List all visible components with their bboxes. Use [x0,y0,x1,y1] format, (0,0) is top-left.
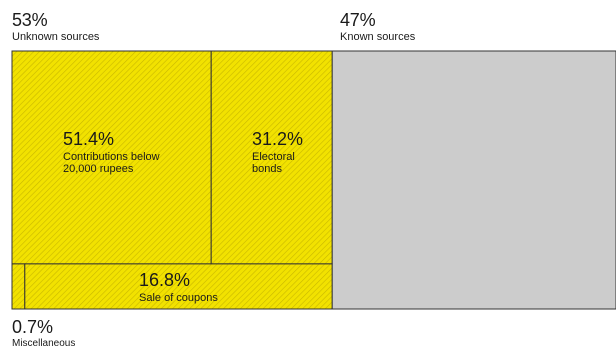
miscellaneous-name: Miscellaneous [12,338,76,349]
sale-of-coupons-percent: 16.8% [139,270,190,290]
known-sources-percent: 47% [340,10,376,30]
unknown-sources-label: 53% Unknown sources [12,11,99,43]
contributions-below-20-000-rupees-percent: 51.4% [63,129,114,149]
unknown-sources-percent: 53% [12,10,48,30]
miscellaneous-label: 0.7% Miscellaneous [12,318,75,349]
miscellaneous-rect [11,263,26,310]
known-sources-label: 47% Known sources [340,11,415,43]
sale-of-coupons-rect [24,263,333,310]
unknown-sources-name: Unknown sources [12,31,100,43]
electoral-bonds-label-line: bonds [252,163,282,175]
electoral-bonds-percent: 31.2% [252,129,303,149]
contributions-below-20-000-rupees-label-line: Contributions below [63,151,160,163]
known-sources-name: Known sources [340,31,416,43]
contributions-below-20-000-rupees-label-line: 20,000 rupees [63,163,134,175]
miscellaneous-percent: 0.7% [12,317,54,337]
known-sources-rect [331,50,616,310]
electoral-bonds-label-line: Electoral [252,151,295,163]
contributions-below-20-000-rupees-rect [11,50,212,265]
sale-of-coupons-label-line: Sale of coupons [139,292,218,304]
